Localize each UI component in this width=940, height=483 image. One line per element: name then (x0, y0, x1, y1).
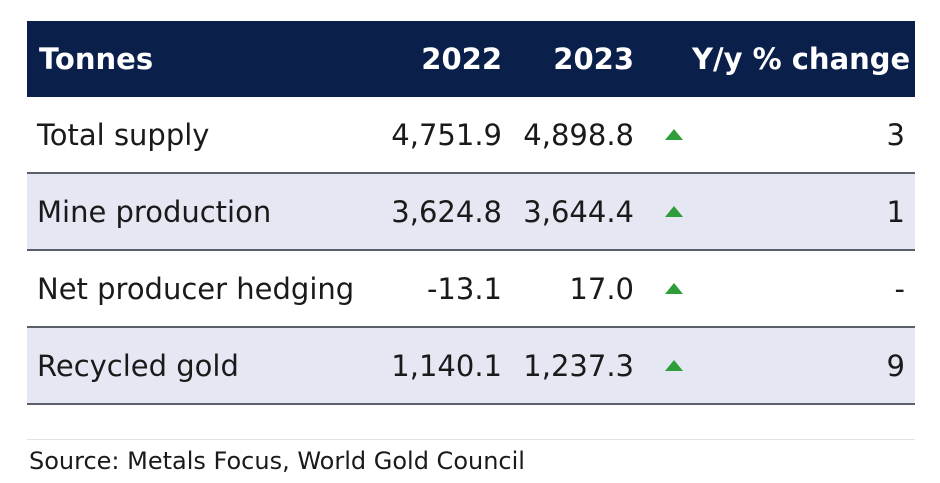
source-note: Source: Metals Focus, World Gold Council (29, 447, 525, 475)
gold-supply-table: Tonnes 2022 2023 Y/y % change Total supp… (27, 21, 915, 440)
value-change: - (894, 271, 905, 306)
trend-cell (634, 206, 692, 217)
table-row-mine-production: Mine production 3,624.8 3,644.4 1 (27, 174, 915, 251)
value-2022: 1,140.1 (391, 348, 502, 383)
table-header: Tonnes 2022 2023 Y/y % change (27, 21, 915, 97)
row-label: Net producer hedging (37, 271, 355, 306)
value-2022: 3,624.8 (391, 194, 502, 229)
trend-cell (634, 360, 692, 371)
table-row-net-producer-hedging: Net producer hedging -13.1 17.0 - (27, 251, 915, 328)
header-2022: 2022 (421, 42, 502, 76)
trend-up-icon (665, 206, 683, 217)
row-label: Mine production (37, 194, 272, 229)
value-2022: -13.1 (426, 271, 502, 306)
header-tonnes: Tonnes (39, 42, 154, 76)
value-2023: 1,237.3 (523, 348, 634, 383)
row-label: Total supply (37, 117, 210, 152)
table-row-empty (27, 405, 915, 440)
value-2023: 4,898.8 (523, 117, 634, 152)
value-change: 1 (886, 194, 905, 229)
trend-up-icon (665, 360, 683, 371)
value-2023: 17.0 (569, 271, 634, 306)
trend-cell (634, 283, 692, 294)
header-2023: 2023 (553, 42, 634, 76)
table-row-total-supply: Total supply 4,751.9 4,898.8 3 (27, 97, 915, 174)
row-label: Recycled gold (37, 348, 239, 383)
trend-up-icon (665, 283, 683, 294)
value-change: 3 (886, 117, 905, 152)
trend-cell (634, 129, 692, 140)
value-2022: 4,751.9 (391, 117, 502, 152)
value-2023: 3,644.4 (523, 194, 634, 229)
header-yy-change: Y/y % change (692, 42, 911, 76)
table-row-recycled-gold: Recycled gold 1,140.1 1,237.3 9 (27, 328, 915, 405)
value-change: 9 (886, 348, 905, 383)
trend-up-icon (665, 129, 683, 140)
